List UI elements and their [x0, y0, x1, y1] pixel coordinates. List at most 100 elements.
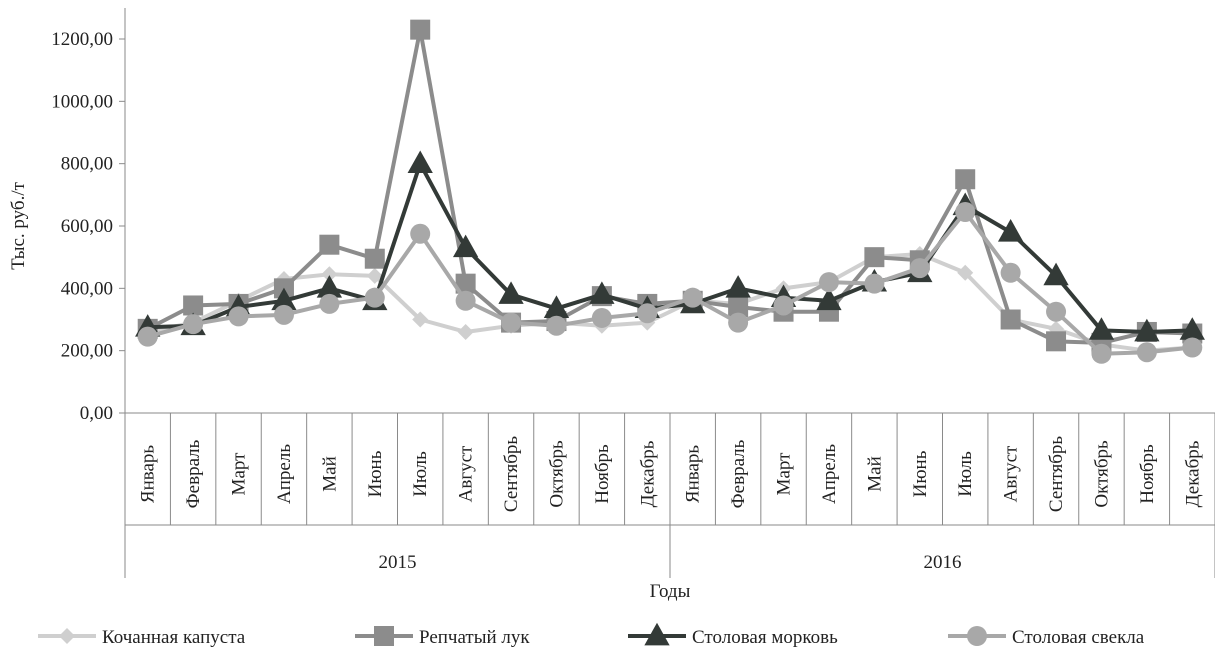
data-point	[725, 275, 751, 298]
data-point	[1088, 317, 1115, 340]
x-tick-label: Апрель	[274, 444, 295, 504]
data-point	[682, 287, 703, 308]
x-tick-label: Июль	[955, 451, 976, 497]
data-point	[864, 247, 885, 268]
legend-item: Столовая морковь	[628, 622, 838, 648]
data-point	[410, 19, 431, 40]
x-tick-label: Октябрь	[1091, 440, 1112, 508]
data-point	[316, 275, 343, 298]
x-tick-label: Декабрь	[637, 440, 658, 507]
data-point	[1134, 318, 1160, 342]
y-tick-label: 400,00	[61, 278, 113, 299]
data-point	[183, 295, 204, 316]
series-layer	[135, 19, 1205, 364]
legend-label: Кочанная капуста	[102, 627, 246, 648]
x-tick-label: Ноябрь	[592, 444, 613, 504]
y-tick-label: 0,00	[80, 403, 113, 424]
data-point	[410, 223, 431, 244]
x-tick-label: Январь	[138, 445, 159, 503]
data-point	[366, 267, 383, 284]
series-2	[137, 19, 1203, 353]
legend-label: Столовая морковь	[692, 627, 838, 648]
legend: Кочанная капуста Репчатый лук Столовая мор…	[38, 622, 1145, 648]
data-point	[1000, 309, 1021, 330]
x-tick-label: Октябрь	[546, 440, 567, 508]
data-point	[1179, 317, 1205, 340]
data-point	[818, 272, 839, 293]
x-tick-label: Май	[319, 456, 340, 492]
data-point	[319, 293, 340, 314]
y-tick-label: 1200,00	[51, 29, 113, 50]
data-point	[955, 169, 976, 190]
x-tick-label: Июль	[410, 451, 431, 497]
x-tick-label: Январь	[683, 445, 704, 503]
data-point	[1000, 262, 1021, 283]
data-point	[455, 290, 476, 311]
data-point	[591, 307, 612, 328]
x-tick-label: Август	[456, 445, 477, 502]
x-tick-label: Март	[774, 452, 795, 496]
data-point	[1091, 343, 1112, 364]
data-point	[955, 201, 976, 222]
year-label: 2016	[924, 552, 962, 573]
x-tick-label: Сентябрь	[501, 436, 522, 512]
y-axis-label: Тыс. руб./т	[8, 181, 29, 270]
legend-marker	[644, 622, 670, 646]
data-point	[1182, 337, 1203, 358]
data-point	[816, 287, 842, 311]
data-point	[271, 287, 297, 311]
data-point	[412, 311, 429, 328]
data-point	[1046, 301, 1067, 322]
series-4	[137, 201, 1203, 364]
year-label: 2015	[379, 552, 417, 573]
x-tick-label: Май	[864, 456, 885, 492]
x-axis-ticks: Январь Февраль Март Апрель Май Июнь Июль Август…	[138, 436, 1204, 573]
data-point	[957, 264, 974, 281]
legend-item: Кочанная капуста	[38, 627, 246, 648]
x-tick-label: Август	[1001, 445, 1022, 502]
legend-marker	[967, 626, 987, 646]
y-tick-label: 600,00	[61, 216, 113, 237]
x-axis-label: Годы	[650, 581, 691, 602]
data-point	[319, 234, 340, 255]
x-tick-label: Ноябрь	[1137, 444, 1158, 504]
data-point	[364, 248, 385, 269]
x-tick-label: Апрель	[819, 444, 840, 504]
data-point	[1136, 342, 1157, 363]
y-tick-label: 1000,00	[51, 91, 113, 112]
legend-marker	[374, 626, 394, 646]
y-tick-label: 800,00	[61, 154, 113, 175]
data-point	[321, 266, 338, 283]
data-point	[728, 312, 749, 333]
x-tick-label: Февраль	[183, 439, 204, 508]
data-point	[452, 234, 479, 258]
data-point	[498, 281, 524, 304]
data-point	[137, 326, 158, 347]
data-point	[543, 295, 570, 318]
data-point	[589, 281, 615, 304]
y-axis-ticks: 0,00 200,00 400,00 600,00 800,00 1000,00 1200,…	[51, 29, 125, 424]
data-point	[457, 323, 474, 340]
x-tick-label: Июнь	[910, 450, 931, 497]
legend-marker	[59, 628, 75, 644]
data-point	[407, 150, 433, 174]
data-point	[501, 312, 522, 333]
data-point	[546, 315, 567, 336]
x-tick-label: Сентябрь	[1046, 436, 1067, 512]
data-point	[183, 314, 204, 335]
x-tick-label: Декабрь	[1182, 440, 1203, 507]
legend-label: Репчатый лук	[419, 627, 530, 648]
legend-item: Репчатый лук	[355, 626, 530, 648]
data-point	[909, 258, 930, 279]
data-point	[637, 303, 658, 324]
x-tick-label: Февраль	[728, 439, 749, 508]
data-point	[1043, 262, 1069, 286]
data-point	[1046, 331, 1067, 352]
y-tick-label: 200,00	[61, 341, 113, 362]
data-point	[864, 273, 885, 294]
axes	[124, 8, 1215, 578]
data-point	[273, 304, 294, 325]
data-point	[773, 295, 794, 316]
data-point	[728, 297, 749, 318]
